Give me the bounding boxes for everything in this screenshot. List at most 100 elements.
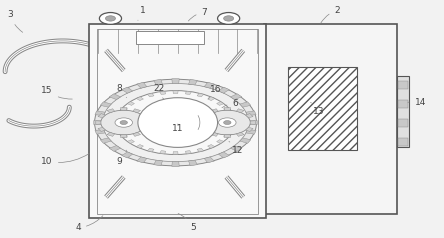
Text: 7: 7 [188, 8, 207, 21]
Polygon shape [94, 121, 103, 124]
Bar [136, 31, 204, 45]
Polygon shape [160, 151, 166, 154]
Polygon shape [202, 127, 209, 132]
Text: 6: 6 [222, 99, 238, 108]
Bar [398, 100, 408, 108]
Circle shape [95, 79, 257, 166]
Polygon shape [185, 91, 191, 94]
Polygon shape [95, 111, 105, 116]
Polygon shape [121, 134, 127, 138]
Polygon shape [224, 135, 230, 138]
Polygon shape [120, 108, 127, 110]
Polygon shape [133, 109, 141, 113]
Polygon shape [133, 132, 141, 136]
Polygon shape [230, 94, 242, 99]
Polygon shape [246, 129, 256, 134]
Bar [398, 138, 408, 146]
Polygon shape [228, 128, 234, 131]
Bar [264, 24, 397, 214]
Circle shape [224, 16, 234, 21]
Polygon shape [204, 157, 214, 163]
Polygon shape [240, 102, 251, 107]
Circle shape [218, 13, 240, 24]
Bar [289, 67, 357, 150]
Polygon shape [236, 109, 244, 113]
Polygon shape [240, 138, 251, 143]
Polygon shape [122, 87, 133, 93]
Polygon shape [122, 152, 133, 158]
Polygon shape [117, 114, 123, 117]
Polygon shape [100, 138, 111, 143]
Polygon shape [98, 127, 105, 132]
Polygon shape [117, 128, 123, 131]
Text: 12: 12 [229, 142, 243, 155]
Polygon shape [197, 93, 204, 97]
Polygon shape [217, 140, 224, 144]
Text: 9: 9 [116, 150, 127, 166]
Bar [398, 81, 408, 89]
Polygon shape [185, 151, 191, 154]
Polygon shape [136, 144, 143, 148]
Circle shape [103, 84, 249, 162]
Polygon shape [208, 97, 215, 101]
Circle shape [204, 110, 250, 135]
Circle shape [101, 110, 147, 135]
Polygon shape [230, 121, 235, 124]
Polygon shape [127, 140, 135, 144]
Circle shape [115, 118, 132, 127]
Polygon shape [250, 121, 255, 124]
Polygon shape [223, 134, 230, 138]
Text: 4: 4 [75, 216, 103, 232]
Polygon shape [137, 82, 147, 88]
Polygon shape [172, 79, 179, 84]
Text: 15: 15 [41, 86, 72, 99]
Text: 13: 13 [310, 102, 324, 116]
Polygon shape [147, 148, 154, 152]
Polygon shape [218, 152, 230, 158]
Polygon shape [210, 109, 218, 113]
Polygon shape [137, 157, 147, 163]
Polygon shape [210, 132, 218, 136]
Polygon shape [147, 93, 154, 97]
Ellipse shape [138, 98, 218, 147]
Polygon shape [246, 127, 253, 132]
Text: 14: 14 [408, 98, 426, 107]
Polygon shape [202, 114, 209, 118]
Polygon shape [160, 91, 166, 94]
Text: 10: 10 [41, 154, 89, 166]
Polygon shape [96, 121, 101, 124]
Polygon shape [120, 135, 127, 138]
Circle shape [224, 121, 231, 124]
Polygon shape [217, 102, 224, 105]
Polygon shape [127, 102, 135, 105]
Polygon shape [136, 97, 143, 101]
Polygon shape [197, 148, 204, 152]
Polygon shape [189, 79, 197, 85]
Polygon shape [173, 91, 178, 94]
Bar [89, 24, 266, 218]
Polygon shape [109, 94, 120, 99]
Text: 2: 2 [321, 6, 340, 23]
Polygon shape [107, 109, 115, 113]
Polygon shape [223, 108, 230, 111]
Polygon shape [249, 121, 258, 124]
Polygon shape [204, 82, 214, 88]
Polygon shape [189, 160, 197, 166]
Polygon shape [154, 79, 163, 85]
Polygon shape [100, 102, 111, 107]
Text: 1: 1 [138, 6, 145, 20]
Polygon shape [142, 127, 150, 132]
Circle shape [106, 16, 115, 21]
Text: 8: 8 [116, 84, 127, 98]
Polygon shape [199, 121, 204, 124]
Polygon shape [228, 114, 234, 117]
Polygon shape [147, 121, 151, 124]
Polygon shape [154, 160, 163, 166]
Polygon shape [246, 114, 253, 118]
Circle shape [120, 121, 127, 124]
Polygon shape [116, 121, 121, 124]
Polygon shape [172, 162, 179, 166]
Circle shape [99, 13, 122, 24]
Polygon shape [218, 87, 230, 93]
Text: 11: 11 [172, 124, 183, 133]
